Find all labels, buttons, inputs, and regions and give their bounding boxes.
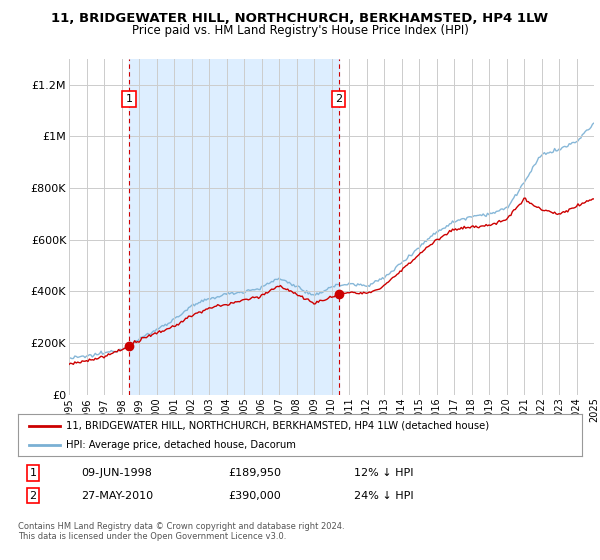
- Text: 24% ↓ HPI: 24% ↓ HPI: [354, 491, 413, 501]
- Text: Price paid vs. HM Land Registry's House Price Index (HPI): Price paid vs. HM Land Registry's House …: [131, 24, 469, 36]
- Text: 2: 2: [29, 491, 37, 501]
- Text: Contains HM Land Registry data © Crown copyright and database right 2024.
This d: Contains HM Land Registry data © Crown c…: [18, 522, 344, 542]
- Text: £390,000: £390,000: [228, 491, 281, 501]
- Text: 11, BRIDGEWATER HILL, NORTHCHURCH, BERKHAMSTED, HP4 1LW: 11, BRIDGEWATER HILL, NORTHCHURCH, BERKH…: [52, 12, 548, 25]
- Text: £189,950: £189,950: [228, 468, 281, 478]
- Text: 12% ↓ HPI: 12% ↓ HPI: [354, 468, 413, 478]
- Text: 1: 1: [126, 94, 133, 104]
- Text: 1: 1: [29, 468, 37, 478]
- Text: 2: 2: [335, 94, 342, 104]
- Bar: [129, 59, 338, 395]
- Text: HPI: Average price, detached house, Dacorum: HPI: Average price, detached house, Daco…: [66, 440, 296, 450]
- Text: 09-JUN-1998: 09-JUN-1998: [81, 468, 152, 478]
- Text: 27-MAY-2010: 27-MAY-2010: [81, 491, 153, 501]
- Text: 11, BRIDGEWATER HILL, NORTHCHURCH, BERKHAMSTED, HP4 1LW (detached house): 11, BRIDGEWATER HILL, NORTHCHURCH, BERKH…: [66, 421, 489, 431]
